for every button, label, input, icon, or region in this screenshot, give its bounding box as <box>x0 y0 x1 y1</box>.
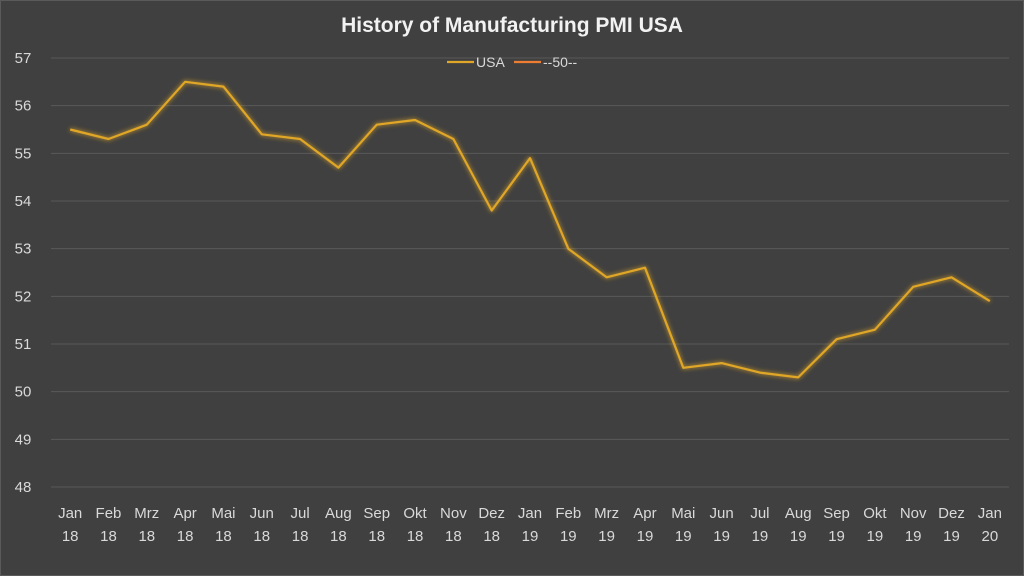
x-tick-label: Apr 19 <box>633 505 656 545</box>
x-tick-label: Aug 18 <box>325 505 352 545</box>
x-tick-label: Mrz 18 <box>134 505 159 545</box>
x-tick-label: Jan 19 <box>518 505 542 545</box>
x-tick-label: Okt 19 <box>863 505 887 545</box>
series-line-usa <box>69 80 991 379</box>
chart-title: History of Manufacturing PMI USA <box>341 14 683 37</box>
x-tick-label: Jul 18 <box>290 505 309 545</box>
x-tick-label: Mai 18 <box>211 505 235 545</box>
y-tick-label: 56 <box>15 98 32 115</box>
y-tick-label: 54 <box>15 193 32 210</box>
y-tick-label: 49 <box>15 431 32 448</box>
x-tick-label: Jan 20 <box>978 505 1002 545</box>
legend-label: USA <box>476 54 505 70</box>
x-tick-label: Jul 19 <box>750 505 769 545</box>
x-tick-label: Nov 18 <box>440 505 467 545</box>
y-tick-label: 55 <box>15 145 32 162</box>
y-tick-label: 52 <box>15 288 32 305</box>
x-tick-label: Mai 19 <box>671 505 695 545</box>
legend-label: --50-- <box>543 54 578 70</box>
x-tick-label: Jun 19 <box>710 505 734 545</box>
gridlines <box>51 57 1009 488</box>
x-tick-label: Dez 19 <box>938 505 965 545</box>
x-tick-label: Okt 18 <box>403 505 427 545</box>
y-tick-label: 50 <box>15 384 32 401</box>
legend: USA --50-- <box>447 54 578 70</box>
y-tick-label: 51 <box>15 336 32 353</box>
x-tick-label: Mrz 19 <box>594 505 619 545</box>
y-tick-label: 57 <box>15 50 32 67</box>
series-lines <box>69 80 991 393</box>
x-tick-label: Jan 18 <box>58 505 82 545</box>
y-tick-label: 48 <box>15 479 32 496</box>
x-tick-label: Sep 19 <box>823 505 850 545</box>
x-tick-label: Apr 18 <box>173 505 196 545</box>
x-tick-label: Jun 18 <box>250 505 274 545</box>
y-axis-ticks: 48 49 50 51 52 53 54 55 56 57 <box>15 50 32 496</box>
x-tick-label: Feb 19 <box>555 505 581 545</box>
y-tick-label: 53 <box>15 241 32 258</box>
x-tick-label: Sep 18 <box>363 505 390 545</box>
x-tick-label: Nov 19 <box>900 505 927 545</box>
x-tick-label: Aug 19 <box>785 505 812 545</box>
x-tick-label: Feb 18 <box>96 505 122 545</box>
x-axis-ticks: Jan 18 Feb 18 Mrz 18 Apr 18 Mai 18 Jun 18 Jul 18 Aug 18… <box>58 505 1002 545</box>
x-tick-label: Dez 18 <box>478 505 505 545</box>
